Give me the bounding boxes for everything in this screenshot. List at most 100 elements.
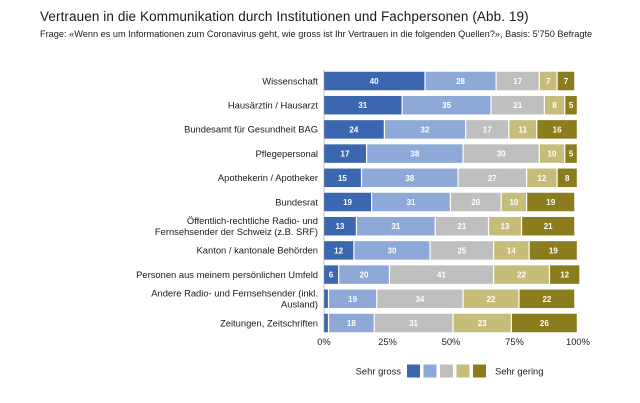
category-label: Bundesrat <box>275 196 318 207</box>
data-label: 18 <box>347 319 356 328</box>
data-label: 38 <box>410 150 419 159</box>
data-label: 31 <box>407 198 416 207</box>
data-label: 31 <box>358 101 367 110</box>
data-label: 40 <box>370 77 379 86</box>
data-label: 26 <box>540 319 549 328</box>
category-label: Hausärztin / Hausarzt <box>228 100 319 111</box>
data-label: 15 <box>338 174 347 183</box>
data-label: 19 <box>348 295 357 304</box>
data-label: 31 <box>409 319 418 328</box>
bar-segment <box>339 265 389 284</box>
bar-segment <box>367 144 463 163</box>
data-label: 34 <box>415 295 424 304</box>
data-label: 22 <box>487 295 496 304</box>
bar-segment <box>463 289 519 309</box>
bar-segment <box>466 120 509 139</box>
data-label: 19 <box>546 198 555 207</box>
bar-segment <box>544 95 565 115</box>
data-label: 10 <box>509 198 518 207</box>
data-label: 17 <box>341 150 350 159</box>
chart-subtitle: Frage: «Wenn es um Informationen zum Cor… <box>40 29 593 39</box>
legend-label-left: Sehr gross <box>356 366 402 377</box>
category-label: Kanton / kantonale Behörden <box>197 245 318 256</box>
data-label: 16 <box>553 125 562 134</box>
bar-segment <box>489 216 521 236</box>
category-label: Öffentlich-rechtliche Radio- und Fernsehs… <box>155 215 318 237</box>
bar-segment <box>329 289 377 309</box>
data-label: 14 <box>507 246 516 255</box>
bar-segment <box>527 168 557 188</box>
bar-segment <box>519 289 575 309</box>
data-label: 38 <box>405 174 414 183</box>
bar-segment <box>374 313 453 333</box>
data-label: 12 <box>334 246 343 255</box>
data-label: 8 <box>552 101 557 110</box>
bar-segment <box>463 144 539 163</box>
category-label: Apothekerin / Apotheker <box>218 172 318 183</box>
bar-segment <box>324 192 372 212</box>
bar-segment <box>565 95 577 115</box>
data-label: 11 <box>519 125 528 134</box>
bar-segment <box>453 313 511 333</box>
category-label: Andere Radio- und Fernsehsender (inkl. Au… <box>151 288 318 310</box>
data-label: 31 <box>391 222 400 231</box>
data-label: 41 <box>437 271 446 280</box>
bar-segment <box>324 71 425 91</box>
bar-segment <box>324 265 339 284</box>
data-label: 8 <box>565 174 570 183</box>
data-label: 12 <box>537 174 546 183</box>
data-label: 12 <box>560 271 569 280</box>
bar-segment <box>402 95 491 115</box>
bar-segment <box>529 241 577 260</box>
bar-segment <box>430 241 493 260</box>
data-label: 21 <box>513 101 522 110</box>
data-label: 30 <box>388 246 397 255</box>
bar-segment <box>557 71 575 91</box>
bar-segment <box>324 144 366 163</box>
bar-segment <box>537 120 577 139</box>
data-label: 28 <box>456 77 465 86</box>
bar-segment <box>377 289 463 309</box>
data-label: 21 <box>544 222 553 231</box>
data-label: 17 <box>483 125 492 134</box>
data-label: 5 <box>569 150 574 159</box>
data-label: 6 <box>329 271 334 280</box>
data-label: 19 <box>549 246 558 255</box>
bar-segment <box>557 168 577 188</box>
legend-swatch <box>407 364 420 378</box>
bar-segment <box>324 216 356 236</box>
data-label: 5 <box>569 101 574 110</box>
x-tick-label: 100% <box>566 336 590 347</box>
data-label: 35 <box>442 101 451 110</box>
bar-segment <box>362 168 458 188</box>
data-label: 27 <box>488 174 497 183</box>
data-label: 24 <box>349 125 358 134</box>
data-label: 25 <box>457 246 466 255</box>
data-label: 7 <box>564 77 569 86</box>
data-label: 23 <box>478 319 487 328</box>
category-label: Personen aus meinem persönlichen Umfeld <box>136 269 318 280</box>
bar-segment <box>565 144 577 163</box>
bar-segment <box>324 95 402 115</box>
category-label: Wissenschaft <box>262 75 318 86</box>
data-label: 21 <box>457 222 466 231</box>
bar-segment <box>527 192 575 212</box>
bar-segment <box>451 192 501 212</box>
data-label: 22 <box>542 295 551 304</box>
data-label: 32 <box>421 125 430 134</box>
data-label: 30 <box>497 150 506 159</box>
bar-segment <box>491 95 544 115</box>
bar-segment <box>494 265 549 284</box>
data-label: 20 <box>360 271 369 280</box>
bar-segment <box>372 192 450 212</box>
bar-segment <box>384 120 466 139</box>
bar-segment <box>511 313 577 333</box>
category-label: Zeitungen, Zeitschriften <box>220 317 318 328</box>
bar-segment <box>501 192 526 212</box>
bar-segment <box>324 168 361 188</box>
bar-segment <box>550 265 580 284</box>
chart-title: Vertrauen in die Kommunikation durch Ins… <box>40 9 529 24</box>
bar-segment <box>496 71 539 91</box>
bar-segment <box>522 216 575 236</box>
